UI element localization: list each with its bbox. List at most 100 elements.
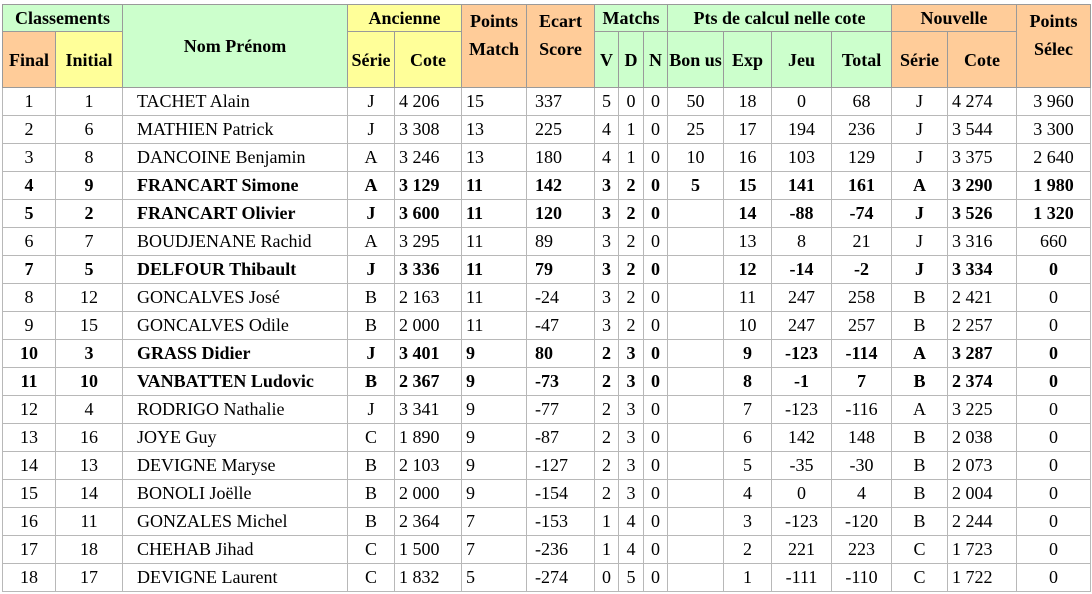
cell-new-cote: 3 225 bbox=[947, 395, 1018, 424]
cell-final-rank: 16 bbox=[2, 507, 56, 536]
cell-points-match: 9 bbox=[461, 479, 527, 508]
table-row: 15 14 BONOLI Joëlle B 2 000 9 -154 2 3 0 4 0 4 B 2 004… bbox=[2, 479, 1092, 508]
cell-new-serie: J bbox=[891, 87, 949, 116]
cell-defeats: 5 bbox=[618, 563, 644, 592]
cell-old-cote: 3 129 bbox=[394, 171, 462, 200]
cell-initial-rank: 3 bbox=[55, 339, 123, 368]
cell-jeu: 103 bbox=[771, 143, 833, 172]
table-row: 17 18 CHEHAB Jihad C 1 500 7 -236 1 4 0 2 221 223 C 1 … bbox=[2, 535, 1092, 564]
cell-old-serie: J bbox=[347, 115, 395, 144]
cell-bonus: 25 bbox=[667, 115, 725, 144]
cell-initial-rank: 4 bbox=[55, 395, 123, 424]
cell-bonus bbox=[667, 479, 725, 508]
cell-old-serie: J bbox=[347, 339, 395, 368]
cell-old-serie: B bbox=[347, 479, 395, 508]
cell-initial-rank: 11 bbox=[55, 507, 123, 536]
header-d: D bbox=[618, 31, 644, 88]
cell-initial-rank: 7 bbox=[55, 227, 123, 256]
header-pts-calcul: Pts de calcul nelle cote bbox=[667, 4, 893, 32]
cell-points-selec: 0 bbox=[1016, 395, 1092, 424]
cell-points-match: 9 bbox=[461, 367, 527, 396]
cell-victories: 5 bbox=[594, 87, 619, 116]
header-total: Total bbox=[831, 31, 893, 88]
table-row: 13 16 JOYE Guy C 1 890 9 -87 2 3 0 6 142 148 B 2 038 0 bbox=[2, 423, 1092, 452]
cell-jeu: -123 bbox=[771, 339, 833, 368]
cell-new-serie: J bbox=[891, 227, 949, 256]
cell-new-serie: A bbox=[891, 339, 949, 368]
cell-new-serie: C bbox=[891, 535, 949, 564]
table-row: 1 1 TACHET Alain J 4 206 15 337 5 0 0 50 18 0 68 J 4 27… bbox=[2, 87, 1092, 116]
cell-player-name: FRANCART Simone bbox=[122, 171, 348, 200]
cell-player-name: RODRIGO Nathalie bbox=[122, 395, 348, 424]
cell-jeu: 247 bbox=[771, 283, 833, 312]
header-initial: Initial bbox=[55, 31, 123, 88]
cell-exp: 1 bbox=[723, 563, 773, 592]
cell-ecart-score: -24 bbox=[526, 283, 595, 312]
cell-jeu: -123 bbox=[771, 507, 833, 536]
cell-jeu: 0 bbox=[771, 87, 833, 116]
cell-old-serie: C bbox=[347, 423, 395, 452]
cell-old-serie: B bbox=[347, 507, 395, 536]
cell-defeats: 2 bbox=[618, 199, 644, 228]
table-row: 7 5 DELFOUR Thibault J 3 336 11 79 3 2 0 12 -14 -2 J 3… bbox=[2, 255, 1092, 284]
cell-old-cote: 3 341 bbox=[394, 395, 462, 424]
cell-old-cote: 3 401 bbox=[394, 339, 462, 368]
cell-initial-rank: 18 bbox=[55, 535, 123, 564]
cell-ecart-score: 337 bbox=[526, 87, 595, 116]
cell-new-cote: 2 257 bbox=[947, 311, 1018, 340]
table-row: 12 4 RODRIGO Nathalie J 3 341 9 -77 2 3 0 7 -123 -11… bbox=[2, 395, 1092, 424]
table-row: 9 15 GONCALVES Odile B 2 000 11 -47 3 2 0 10 247 257… bbox=[2, 311, 1092, 340]
cell-points-selec: 0 bbox=[1016, 563, 1092, 592]
cell-new-cote: 3 287 bbox=[947, 339, 1018, 368]
cell-jeu: -1 bbox=[771, 367, 833, 396]
cell-final-rank: 13 bbox=[2, 423, 56, 452]
cell-final-rank: 15 bbox=[2, 479, 56, 508]
cell-exp: 10 bbox=[723, 311, 773, 340]
cell-initial-rank: 17 bbox=[55, 563, 123, 592]
cell-draws: 0 bbox=[642, 87, 669, 116]
cell-draws: 0 bbox=[642, 311, 669, 340]
cell-player-name: GONCALVES Odile bbox=[122, 311, 348, 340]
cell-exp: 12 bbox=[723, 255, 773, 284]
cell-final-rank: 5 bbox=[2, 199, 56, 228]
cell-points-selec: 0 bbox=[1016, 367, 1092, 396]
cell-initial-rank: 1 bbox=[55, 87, 123, 116]
cell-ecart-score: 79 bbox=[526, 255, 595, 284]
cell-draws: 0 bbox=[642, 563, 669, 592]
cell-jeu: 0 bbox=[771, 479, 833, 508]
cell-old-cote: 3 246 bbox=[394, 143, 462, 172]
cell-new-cote: 4 274 bbox=[947, 87, 1018, 116]
cell-new-cote: 1 722 bbox=[947, 563, 1018, 592]
header-cote: Cote bbox=[394, 31, 462, 88]
cell-points-selec: 660 bbox=[1016, 227, 1092, 256]
cell-points-selec: 0 bbox=[1016, 535, 1092, 564]
cell-final-rank: 1 bbox=[2, 87, 56, 116]
cell-ecart-score: -153 bbox=[526, 507, 595, 536]
cell-points-match: 13 bbox=[461, 143, 527, 172]
cell-new-cote: 2 421 bbox=[947, 283, 1018, 312]
header-points-match: Points Match bbox=[461, 4, 527, 88]
cell-points-match: 11 bbox=[461, 283, 527, 312]
cell-bonus bbox=[667, 255, 725, 284]
cell-draws: 0 bbox=[642, 507, 669, 536]
cell-points-match: 11 bbox=[461, 227, 527, 256]
cell-player-name: BOUDJENANE Rachid bbox=[122, 227, 348, 256]
cell-draws: 0 bbox=[642, 451, 669, 480]
cell-ecart-score: -127 bbox=[526, 451, 595, 480]
cell-old-serie: A bbox=[347, 143, 395, 172]
header-classements: Classements bbox=[2, 4, 123, 32]
cell-old-cote: 3 336 bbox=[394, 255, 462, 284]
cell-new-serie: B bbox=[891, 507, 949, 536]
cell-exp: 13 bbox=[723, 227, 773, 256]
cell-old-cote: 2 163 bbox=[394, 283, 462, 312]
cell-new-serie: B bbox=[891, 311, 949, 340]
cell-player-name: DEVIGNE Laurent bbox=[122, 563, 348, 592]
cell-exp: 6 bbox=[723, 423, 773, 452]
cell-bonus bbox=[667, 311, 725, 340]
cell-exp: 5 bbox=[723, 451, 773, 480]
cell-ecart-score: 225 bbox=[526, 115, 595, 144]
cell-points-match: 13 bbox=[461, 115, 527, 144]
cell-ecart-score: -73 bbox=[526, 367, 595, 396]
cell-victories: 4 bbox=[594, 115, 619, 144]
table-row: 8 12 GONCALVES José B 2 163 11 -24 3 2 0 11 247 258 B… bbox=[2, 283, 1092, 312]
